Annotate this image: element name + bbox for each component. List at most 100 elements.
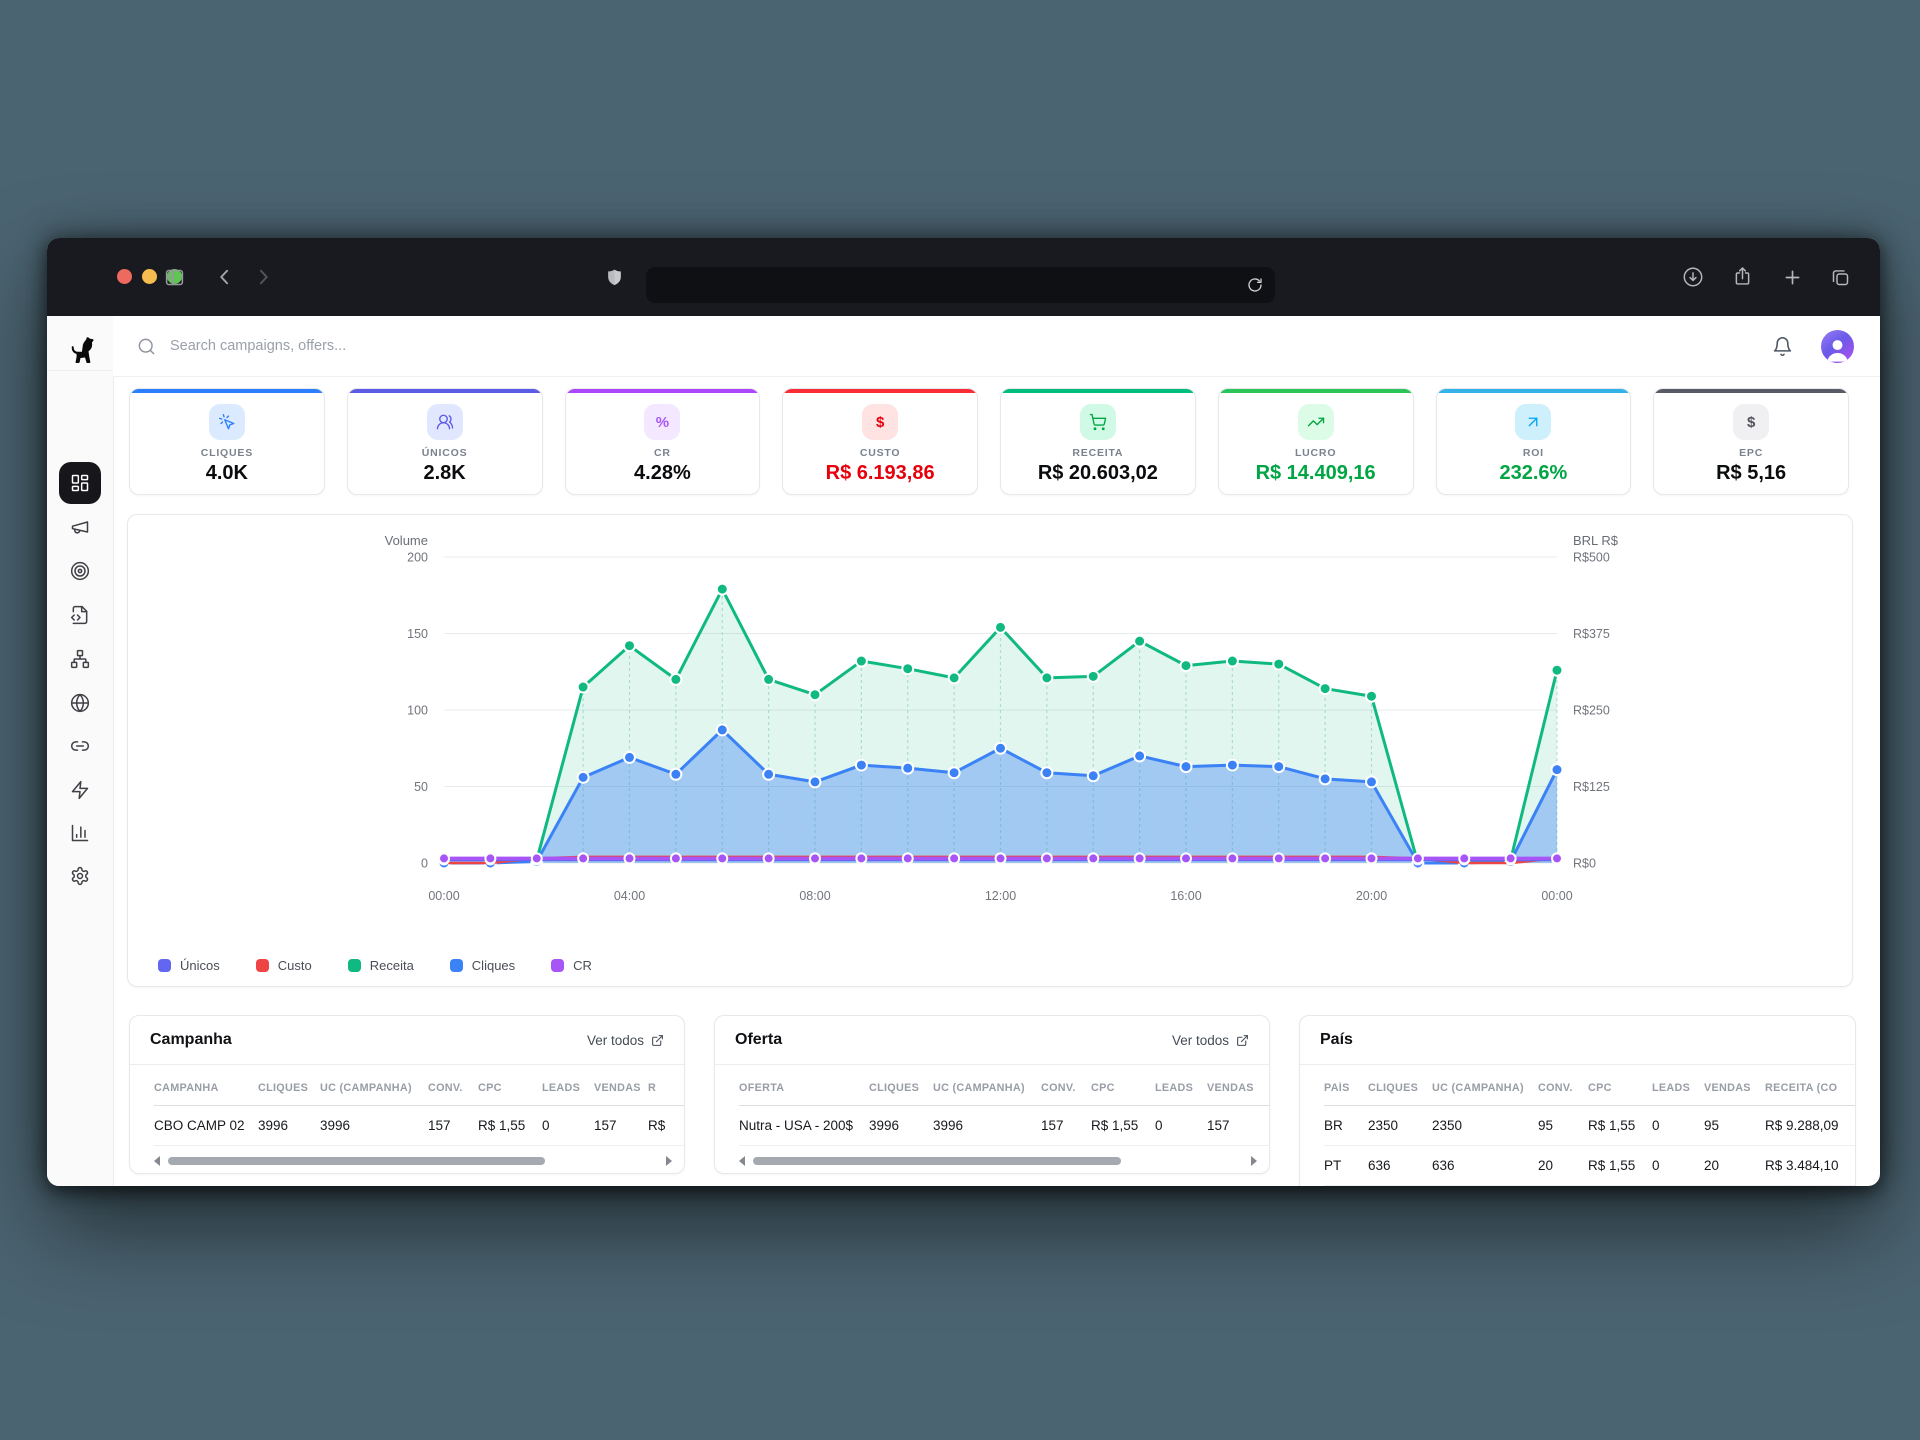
right-axis-title: BRL R$ <box>1573 533 1619 548</box>
series-dot-CR <box>948 852 961 865</box>
sidebar-item-flows[interactable] <box>59 638 101 680</box>
sidebar-item-reports[interactable] <box>59 812 101 854</box>
series-dot-Receita <box>947 671 961 685</box>
oferta-ver-todos-link[interactable]: Ver todos <box>1172 1033 1249 1048</box>
pais-card: País PAÍS CLIQUES UC (CAMPANHA) CONV. CPC LEA… <box>1299 1015 1856 1186</box>
browser-sidebar-toggle-icon[interactable] <box>163 266 185 288</box>
sidebar-item-settings[interactable] <box>59 855 101 897</box>
kpi-accent <box>1654 389 1848 393</box>
scroll-right-icon[interactable] <box>666 1156 672 1166</box>
legend-label: Cliques <box>471 958 516 973</box>
series-dot-Cliques <box>623 750 636 764</box>
series-dot-CR <box>1087 852 1100 865</box>
legend-label: Únicos <box>180 958 220 973</box>
kpi-card-cr: % CR 4.28% <box>564 388 761 495</box>
kpi-accent <box>347 389 542 393</box>
window-minimize-button[interactable] <box>142 269 157 284</box>
series-dot-CR <box>1458 852 1471 865</box>
back-icon[interactable] <box>214 266 236 288</box>
series-dot-CR <box>716 852 729 865</box>
series-dot-Cliques <box>1133 749 1147 763</box>
series-dot-CR <box>1040 852 1053 865</box>
kpi-label: RECEITA <box>1072 447 1124 459</box>
sidebar-item-domains[interactable] <box>59 682 101 724</box>
downloads-icon[interactable] <box>1681 265 1705 289</box>
legend-item-Únicos[interactable]: Únicos <box>158 958 220 973</box>
campanha-title: Campanha <box>150 1031 232 1048</box>
series-dot-Receita <box>901 662 915 676</box>
series-dot-CR <box>1319 852 1332 865</box>
sidebar-item-landers[interactable] <box>59 594 101 636</box>
sidebar-item-targets[interactable] <box>59 550 101 592</box>
series-dot-Receita <box>1550 663 1564 677</box>
shopping-cart-icon <box>1079 404 1116 440</box>
sidebar-item-automation[interactable] <box>59 769 101 811</box>
kpi-card-epc: $ EPC R$ 5,16 <box>1653 388 1849 495</box>
traffic-chart-card: 0 R$0 50 R$125 100 R$250 150 R$375 200 R$500 Volum… <box>127 514 1853 987</box>
series-dot-Cliques <box>1272 760 1286 774</box>
kpi-card-receita: RECEITA R$ 20.603,02 <box>1000 388 1196 495</box>
legend-item-CR[interactable]: CR <box>551 958 592 973</box>
reload-icon[interactable] <box>1247 277 1263 293</box>
legend-swatch <box>449 959 463 972</box>
link-icon <box>70 741 90 751</box>
new-tab-icon[interactable] <box>1780 265 1804 289</box>
horizontal-scrollbar[interactable] <box>739 1153 1257 1169</box>
dollar-icon: $ <box>1733 404 1770 440</box>
user-avatar[interactable] <box>1821 329 1854 363</box>
series-dot-CR <box>623 852 636 865</box>
series-area-Receita <box>444 589 1557 863</box>
series-dot-CR <box>762 852 775 865</box>
scroll-left-icon[interactable] <box>154 1156 160 1166</box>
scroll-left-icon[interactable] <box>739 1156 745 1166</box>
search-input[interactable] <box>168 337 772 355</box>
sidebar-item-campaigns[interactable] <box>59 506 101 548</box>
series-dot-Receita <box>1040 671 1054 685</box>
legend-item-Receita[interactable]: Receita <box>347 958 414 973</box>
legend-label: Custo <box>277 958 312 973</box>
right-axis-tick: R$500 <box>1573 551 1610 565</box>
kpi-card-cliques: CLIQUES 4.0K <box>129 388 325 495</box>
series-dot-Cliques <box>1550 763 1564 777</box>
pais-title: País <box>1320 1031 1353 1048</box>
external-link-icon <box>652 1034 663 1046</box>
kpi-card-unicos: ÚNICOS 2.8K <box>346 388 543 495</box>
series-dot-Cliques <box>669 767 683 781</box>
series-dot-Receita <box>854 654 868 668</box>
series-dot-CR <box>530 852 543 865</box>
series-dot-Cliques <box>576 770 590 784</box>
kpi-card-roi: ROI 232.6% <box>1435 388 1632 495</box>
window-zoom-button[interactable] <box>167 269 182 284</box>
sidebar-item-links[interactable] <box>59 725 101 767</box>
window-close-button[interactable] <box>117 269 132 284</box>
privacy-shield-icon[interactable] <box>603 265 625 289</box>
users-icon <box>426 404 463 440</box>
dog-logo[interactable] <box>47 330 113 370</box>
scroll-right-icon[interactable] <box>1251 1156 1257 1166</box>
series-dot-Receita <box>576 680 590 694</box>
legend-swatch <box>551 959 565 972</box>
sidebar-item-dashboard[interactable] <box>59 462 101 504</box>
external-link-icon <box>1237 1034 1248 1046</box>
arrow-up-right-icon <box>1515 404 1552 440</box>
kpi-accent <box>1436 389 1631 393</box>
series-dot-Cliques <box>947 766 961 780</box>
scrollbar-thumb[interactable] <box>753 1157 1121 1165</box>
app-header <box>113 316 1880 377</box>
legend-item-Cliques[interactable]: Cliques <box>449 958 516 973</box>
campanha-ver-todos-link[interactable]: Ver todos <box>587 1033 664 1048</box>
scrollbar-thumb[interactable] <box>168 1157 546 1165</box>
legend-item-Custo[interactable]: Custo <box>255 958 312 973</box>
address-bar[interactable] <box>646 267 1275 303</box>
left-axis-tick: 50 <box>414 780 428 794</box>
series-dot-Cliques <box>854 758 868 772</box>
series-dot-Cliques <box>1318 772 1332 786</box>
forward-icon[interactable] <box>252 266 274 288</box>
tab-overview-icon[interactable] <box>1828 265 1852 289</box>
notifications-bell-icon[interactable] <box>1772 336 1793 357</box>
series-dot-Receita <box>994 620 1007 634</box>
horizontal-scrollbar[interactable] <box>154 1153 672 1169</box>
share-icon[interactable] <box>1730 264 1754 288</box>
series-dot-Receita <box>1318 682 1332 696</box>
